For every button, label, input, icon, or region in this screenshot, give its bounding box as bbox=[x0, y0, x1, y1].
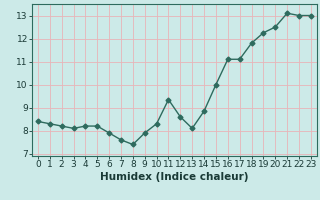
X-axis label: Humidex (Indice chaleur): Humidex (Indice chaleur) bbox=[100, 172, 249, 182]
